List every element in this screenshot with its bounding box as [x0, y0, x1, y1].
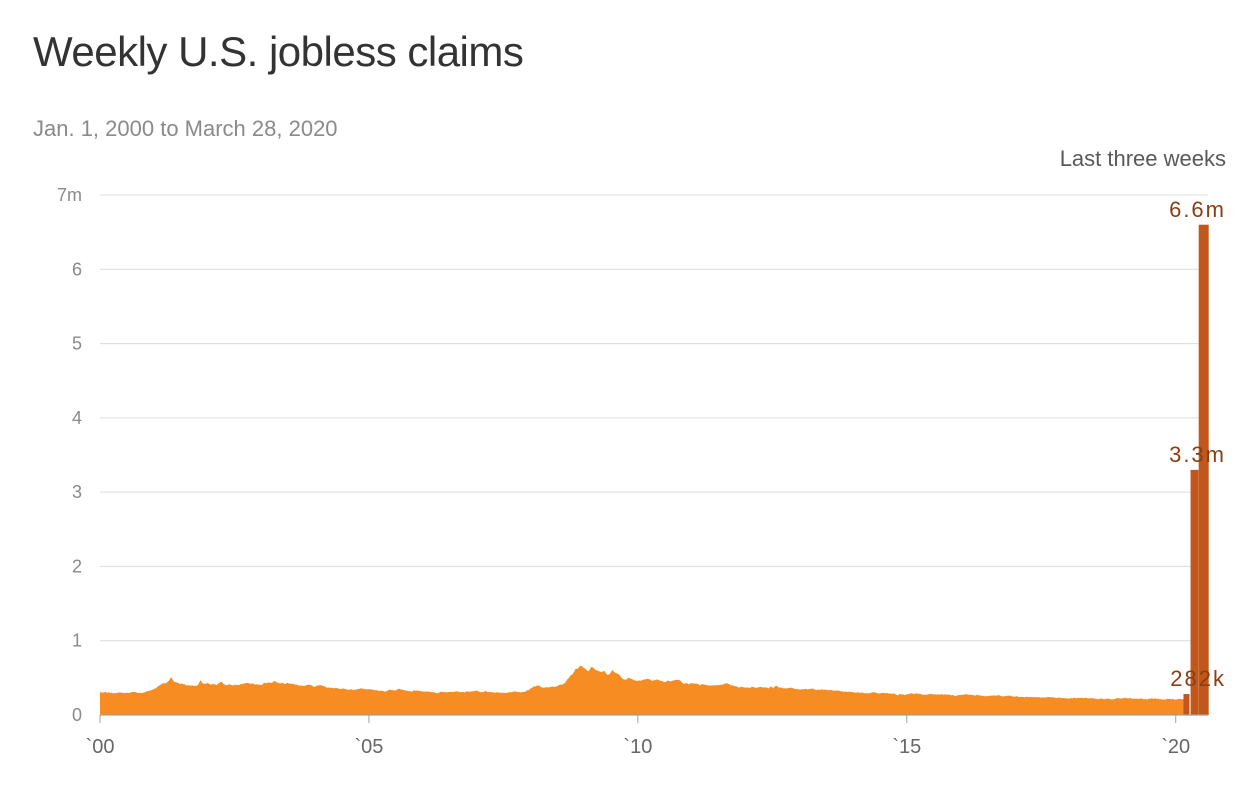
jobless-claims-chart: 0 1 2 3 4 5 6 7m `00 `05 `10 `15 `20 [0, 170, 1260, 780]
chart-title: Weekly U.S. jobless claims [33, 28, 523, 76]
svg-text:2: 2 [72, 556, 82, 576]
svg-text:`10: `10 [623, 736, 652, 758]
spike-callout: 282k [1170, 666, 1226, 692]
svg-text:`15: `15 [892, 736, 921, 758]
svg-text:3: 3 [72, 482, 82, 502]
svg-text:`20: `20 [1161, 736, 1190, 758]
svg-text:`00: `00 [86, 736, 115, 758]
chart-subtitle: Jan. 1, 2000 to March 28, 2020 [33, 116, 338, 142]
last-weeks-label: Last three weeks [1060, 146, 1226, 172]
svg-text:5: 5 [72, 334, 82, 354]
spike-callout: 6.6m [1169, 197, 1226, 223]
svg-text:4: 4 [72, 408, 82, 428]
svg-text:1: 1 [72, 631, 82, 651]
svg-text:0: 0 [72, 705, 82, 725]
svg-text:7m: 7m [57, 185, 82, 205]
svg-text:`05: `05 [354, 736, 383, 758]
spike-callout: 3.3m [1169, 442, 1226, 468]
svg-text:6: 6 [72, 259, 82, 279]
